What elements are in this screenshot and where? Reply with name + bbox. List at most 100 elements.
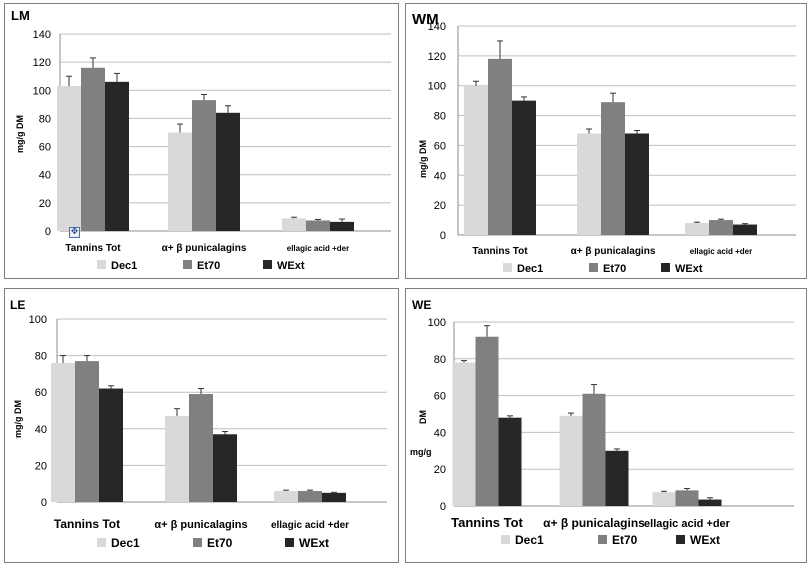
legend-label-dec1: Dec1 — [517, 263, 543, 275]
bar-et70 — [709, 220, 733, 235]
y-tick-label: 140 — [428, 21, 446, 33]
legend-swatch-wext — [676, 535, 685, 544]
legend-label-dec1: Dec1 — [515, 533, 544, 547]
bar-dec1 — [57, 86, 81, 231]
chart-panel-we: WE 0 20 40 60 80 100 DM mg/g Tannins Tot α+ β puni… — [405, 288, 807, 563]
y-tick-label: 120 — [428, 51, 446, 63]
y-tick-label: 140 — [33, 29, 51, 41]
y-tick-label: 40 — [434, 427, 446, 439]
chart-panel-lm: LM 0 20 40 60 80 100 120 140 mg/g DM Tannins Tot α+… — [4, 3, 399, 279]
chart-title: WE — [412, 298, 431, 312]
chart-svg-we: WE 0 20 40 60 80 100 DM mg/g Tannins Tot α+ β puni… — [410, 298, 794, 547]
bar-et70 — [298, 491, 322, 502]
category-label: ellagic acid +der — [690, 247, 752, 256]
legend-swatch-wext — [263, 260, 272, 269]
y-axis-label: mg/g DM — [15, 115, 25, 153]
y-tick-label: 0 — [45, 226, 51, 238]
chart-title: LM — [11, 8, 30, 23]
legend-swatch-et70 — [598, 535, 607, 544]
legend-label-et70: Et70 — [207, 536, 233, 550]
bar-dec1 — [168, 132, 192, 231]
legend-label-dec1: Dec1 — [111, 536, 140, 550]
bar-wext — [322, 492, 346, 502]
bar-et70 — [75, 361, 99, 502]
bar-wext — [733, 224, 757, 235]
bar-et70 — [488, 58, 512, 235]
y-tick-label: 20 — [434, 464, 446, 476]
category-label: α+ β punicalagins — [162, 243, 247, 254]
bar-wext — [105, 81, 129, 231]
legend-label-wext: WExt — [675, 263, 703, 275]
chart-title: LE — [10, 298, 25, 312]
y-tick-label: 20 — [35, 460, 47, 472]
category-label: Tannins Tot — [472, 246, 528, 257]
y-tick-label: 80 — [434, 111, 446, 123]
y-tick-label: 100 — [33, 85, 51, 97]
bar-dec1 — [51, 362, 75, 502]
bar-wext — [698, 499, 722, 506]
category-label: α+ β punicalagins — [543, 516, 645, 530]
y-axis-label: mg/g DM — [13, 400, 23, 438]
category-label: Tannins Tot — [54, 517, 120, 531]
y-tick-label: 80 — [35, 351, 47, 363]
legend-swatch-dec1 — [501, 535, 510, 544]
bar-dec1 — [282, 218, 306, 231]
y-tick-label: 0 — [41, 497, 47, 509]
legend-swatch-dec1 — [97, 260, 106, 269]
category-label: Tannins Tot — [65, 243, 121, 254]
chart-svg-lm: LM 0 20 40 60 80 100 120 140 mg/g DM Tannins Tot α+… — [11, 8, 391, 272]
bar-wext — [512, 100, 536, 236]
chart-panel-wm: WM 0 20 40 60 80 100 120 140 mg/g DM Tannins Tot α+… — [405, 3, 807, 279]
bar-wext — [213, 434, 237, 502]
legend-label-wext: WExt — [690, 533, 720, 547]
y-tick-label: 80 — [39, 113, 51, 125]
y-axis-label-unit: DM — [418, 410, 428, 424]
bar-wext — [605, 450, 629, 506]
y-axis-label-measure: mg/g — [410, 447, 432, 457]
bar-et70 — [192, 100, 216, 231]
y-tick-label: 120 — [33, 57, 51, 69]
chart-svg-le: LE 0 20 40 60 80 100 mg/g DM Tannins Tot α+ β pun… — [10, 298, 387, 550]
y-tick-label: 60 — [39, 142, 51, 154]
chart-panel-le: LE 0 20 40 60 80 100 mg/g DM Tannins Tot α+ β pun… — [4, 288, 399, 563]
category-label: Tannins Tot — [451, 515, 523, 530]
y-tick-label: 60 — [35, 387, 47, 399]
bar-wext — [330, 221, 354, 231]
bar-wext — [625, 133, 649, 235]
y-tick-label: 100 — [428, 81, 446, 93]
bar-dec1 — [165, 415, 189, 502]
y-tick-label: 60 — [434, 391, 446, 403]
bar-dec1 — [274, 491, 298, 502]
chart-svg-wm: WM 0 20 40 60 80 100 120 140 mg/g DM Tannins Tot α+… — [412, 11, 796, 275]
legend-label-wext: WExt — [277, 260, 305, 272]
y-tick-label: 100 — [29, 314, 47, 326]
bar-et70 — [189, 394, 213, 502]
bar-et70 — [475, 336, 499, 506]
legend-swatch-dec1 — [97, 538, 106, 547]
y-tick-label: 80 — [434, 354, 446, 366]
bar-dec1 — [577, 133, 601, 235]
legend-swatch-et70 — [183, 260, 192, 269]
y-tick-label: 20 — [434, 200, 446, 212]
y-tick-label: 0 — [440, 501, 446, 513]
y-tick-label: 0 — [440, 230, 446, 242]
legend-swatch-et70 — [589, 263, 598, 272]
legend-swatch-wext — [285, 538, 294, 547]
legend-label-et70: Et70 — [197, 260, 220, 272]
move-anchor-icon[interactable]: ✥ — [69, 227, 80, 238]
chart-title: WM — [412, 11, 439, 28]
y-tick-label: 40 — [434, 170, 446, 182]
bar-dec1 — [652, 492, 676, 506]
y-tick-label: 20 — [39, 198, 51, 210]
bar-et70 — [306, 220, 330, 231]
bar-et70 — [582, 393, 606, 506]
y-tick-label: 60 — [434, 140, 446, 152]
bar-et70 — [601, 102, 625, 235]
y-tick-label: 40 — [35, 424, 47, 436]
legend-swatch-et70 — [193, 538, 202, 547]
bar-wext — [99, 388, 123, 502]
legend-label-dec1: Dec1 — [111, 260, 137, 272]
bar-et70 — [675, 490, 699, 506]
legend-swatch-wext — [661, 263, 670, 272]
legend-swatch-dec1 — [503, 263, 512, 272]
